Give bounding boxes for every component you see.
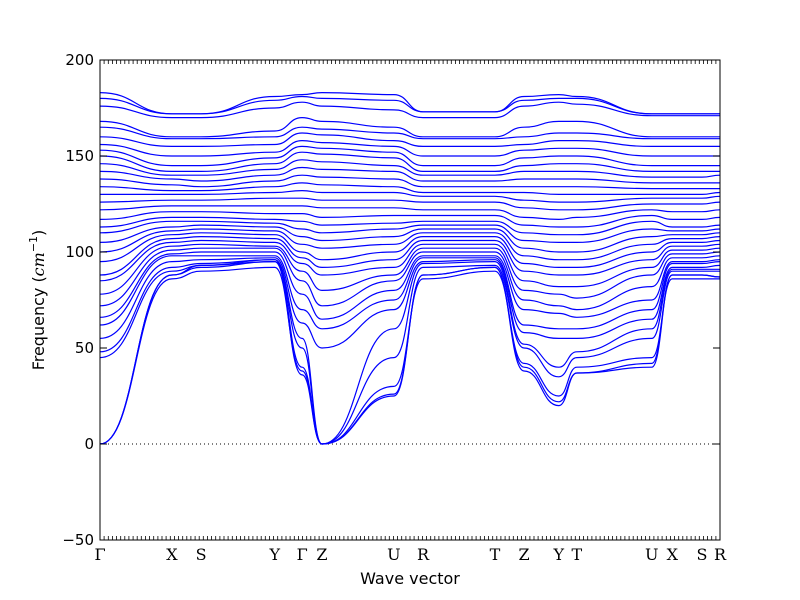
y-tick-label: 0 bbox=[84, 435, 94, 453]
band-line-6 bbox=[100, 257, 720, 349]
band-line-27 bbox=[100, 145, 720, 167]
band-line-17 bbox=[100, 216, 720, 236]
band-line-3 bbox=[100, 266, 720, 445]
kpoint-label: Y bbox=[269, 545, 281, 564]
kpoint-label: U bbox=[645, 545, 658, 564]
y-tick-label: −50 bbox=[62, 531, 94, 549]
band-line-4 bbox=[100, 260, 720, 445]
band-line-20 bbox=[100, 197, 720, 211]
band-line-15 bbox=[100, 224, 720, 253]
band-line-31 bbox=[100, 116, 720, 138]
kpoint-label: Γ bbox=[94, 545, 105, 564]
band-lines bbox=[100, 91, 720, 445]
kpoint-label: X bbox=[667, 545, 679, 564]
band-line-21 bbox=[100, 189, 720, 203]
band-line-14 bbox=[100, 228, 720, 261]
band-line-7 bbox=[100, 255, 720, 330]
kpoint-label: Y bbox=[553, 545, 565, 564]
kpoint-label: Γ bbox=[297, 545, 308, 564]
kpoint-label: R bbox=[417, 545, 430, 564]
band-line-25 bbox=[100, 159, 720, 178]
band-line-22 bbox=[100, 182, 720, 196]
band-line-32 bbox=[100, 101, 720, 119]
y-axis-title: Frequency (cm−1) bbox=[27, 230, 48, 371]
band-line-8 bbox=[100, 251, 720, 320]
band-line-34 bbox=[100, 91, 720, 115]
kpoint-label: Z bbox=[316, 545, 327, 564]
kpoint-label: T bbox=[490, 545, 501, 564]
y-tick-label: 150 bbox=[65, 147, 94, 165]
kpoint-label: U bbox=[387, 545, 400, 564]
y-axis-ticks: −50 0 50 100 150 200 bbox=[62, 51, 720, 549]
kpoint-label: S bbox=[697, 545, 708, 564]
x-minor-ticks bbox=[99, 60, 721, 540]
band-line-13 bbox=[100, 232, 720, 268]
kpoint-label: T bbox=[571, 545, 582, 564]
y-tick-label: 50 bbox=[75, 339, 94, 357]
band-line-29 bbox=[100, 132, 720, 148]
kpoint-label: X bbox=[166, 545, 178, 564]
kpoint-label: S bbox=[196, 545, 207, 564]
band-line-10 bbox=[100, 243, 720, 299]
x-axis-title: Wave vector bbox=[360, 569, 460, 588]
band-line-19 bbox=[100, 205, 720, 221]
kpoint-label: R bbox=[714, 545, 727, 564]
band-line-5 bbox=[100, 259, 720, 445]
band-line-11 bbox=[100, 239, 720, 288]
band-line-16 bbox=[100, 220, 720, 244]
y-tick-label: 200 bbox=[65, 51, 94, 69]
band-line-28 bbox=[100, 139, 720, 157]
kpoint-label: Z bbox=[519, 545, 530, 564]
band-line-24 bbox=[100, 166, 720, 184]
band-line-18 bbox=[100, 211, 720, 228]
band-line-26 bbox=[100, 151, 720, 173]
band-line-30 bbox=[100, 126, 720, 140]
plot-frame bbox=[99, 59, 721, 541]
band-line-23 bbox=[100, 174, 720, 190]
band-line-9 bbox=[100, 247, 720, 311]
y-tick-label: 100 bbox=[65, 243, 94, 261]
band-line-12 bbox=[100, 235, 720, 276]
